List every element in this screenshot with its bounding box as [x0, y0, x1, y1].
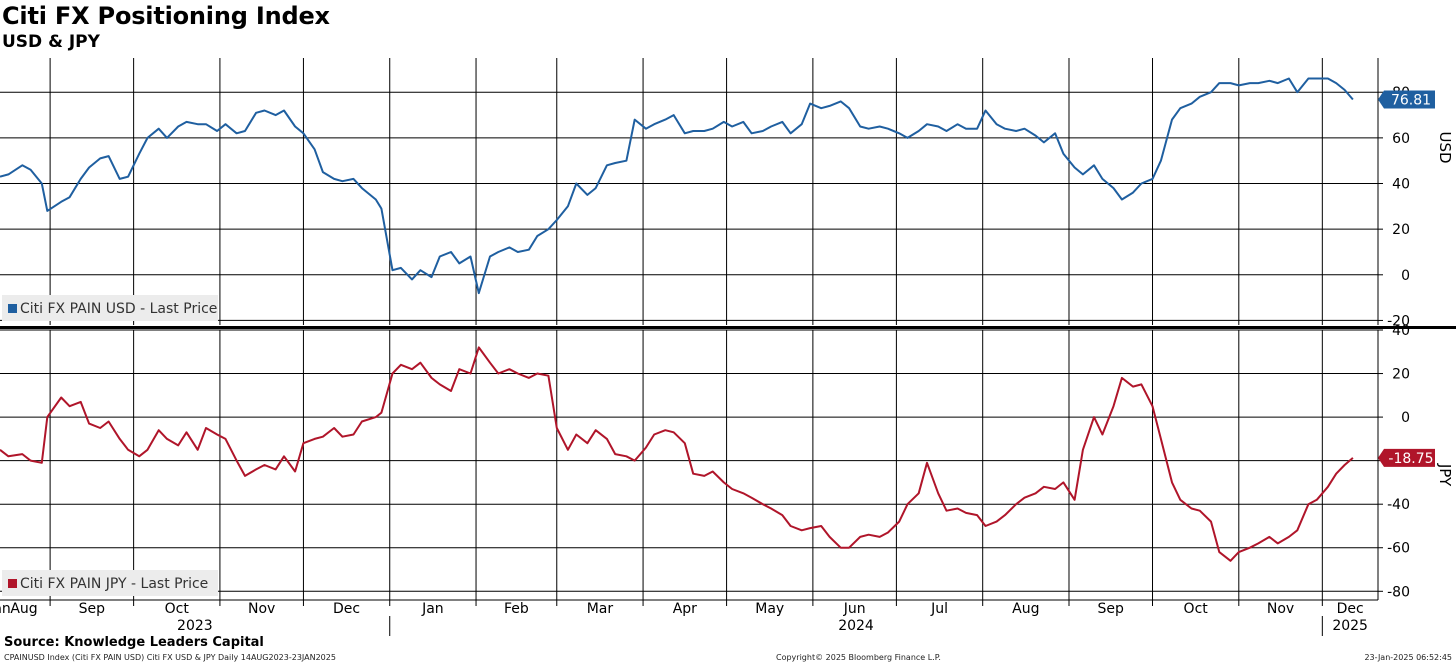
jpy-last-value-tag	[1378, 448, 1435, 467]
x-year-label: 2025	[1332, 618, 1368, 634]
x-month-label: Oct	[1184, 601, 1209, 617]
x-year-label: 2024	[838, 618, 874, 634]
x-month-label: Sep	[1098, 601, 1125, 617]
usd-legend-box	[2, 295, 218, 321]
x-month-label: Oct	[165, 601, 190, 617]
usd-ytick-label: 20	[1392, 222, 1410, 238]
usd-legend-swatch	[8, 304, 17, 313]
usd-last-value: 76.81	[1391, 93, 1431, 109]
x-month-label: Jul	[930, 601, 948, 617]
x-month-label: Jan	[0, 601, 11, 617]
x-month-label: Mar	[587, 601, 614, 617]
jpy-ytick-label: -40	[1387, 497, 1410, 513]
usd-legend-label: Citi FX PAIN USD - Last Price	[20, 301, 217, 317]
jpy-legend-label: Citi FX PAIN JPY - Last Price	[20, 576, 208, 592]
jpy-axis-label: JPY	[1436, 463, 1454, 487]
source-note: Source: Knowledge Leaders Capital	[4, 635, 264, 650]
x-month-label: Jan	[421, 601, 444, 617]
x-month-label: Dec	[333, 601, 360, 617]
x-month-label: Aug	[1012, 601, 1039, 617]
jpy-series-line	[0, 346, 1354, 562]
x-month-label: May	[755, 601, 784, 617]
x-month-label: Dec	[1337, 601, 1364, 617]
chart-subtitle: USD & JPY	[2, 32, 100, 52]
footer-copyright: Copyright© 2025 Bloomberg Finance L.P.	[776, 653, 941, 662]
jpy-ytick-label: 0	[1401, 410, 1410, 426]
usd-ytick-label: 60	[1392, 131, 1410, 147]
jpy-legend-box	[2, 570, 218, 596]
jpy-ytick-label: -80	[1387, 584, 1410, 600]
x-month-label: Sep	[79, 601, 106, 617]
usd-series-line	[0, 77, 1354, 295]
footer-index-info: CPAINUSD Index (Citi FX PAIN USD) Citi F…	[4, 653, 336, 662]
x-month-label: Aug	[10, 601, 37, 617]
x-month-label: Nov	[248, 601, 275, 617]
usd-axis-label: USD	[1436, 131, 1454, 163]
x-month-label: Jun	[843, 601, 866, 617]
chart-title: Citi FX Positioning Index	[2, 2, 330, 30]
usd-last-value-tag	[1378, 90, 1435, 109]
x-month-label: Nov	[1267, 601, 1294, 617]
jpy-legend-swatch	[8, 579, 17, 588]
x-month-label: Apr	[673, 601, 697, 617]
usd-ytick-label: 0	[1401, 268, 1410, 284]
jpy-last-value: -18.75	[1388, 451, 1433, 467]
jpy-ytick-label: 20	[1392, 367, 1410, 383]
footer-timestamp: 23-Jan-2025 06:52:45	[1364, 653, 1452, 662]
x-month-label: Feb	[504, 601, 529, 617]
x-year-label: 2023	[177, 618, 213, 634]
usd-ytick-label: -20	[1387, 313, 1410, 329]
jpy-ytick-label: -60	[1387, 541, 1410, 557]
usd-ytick-label: 40	[1392, 177, 1410, 193]
jpy-ytick-label: 40	[1392, 323, 1410, 339]
